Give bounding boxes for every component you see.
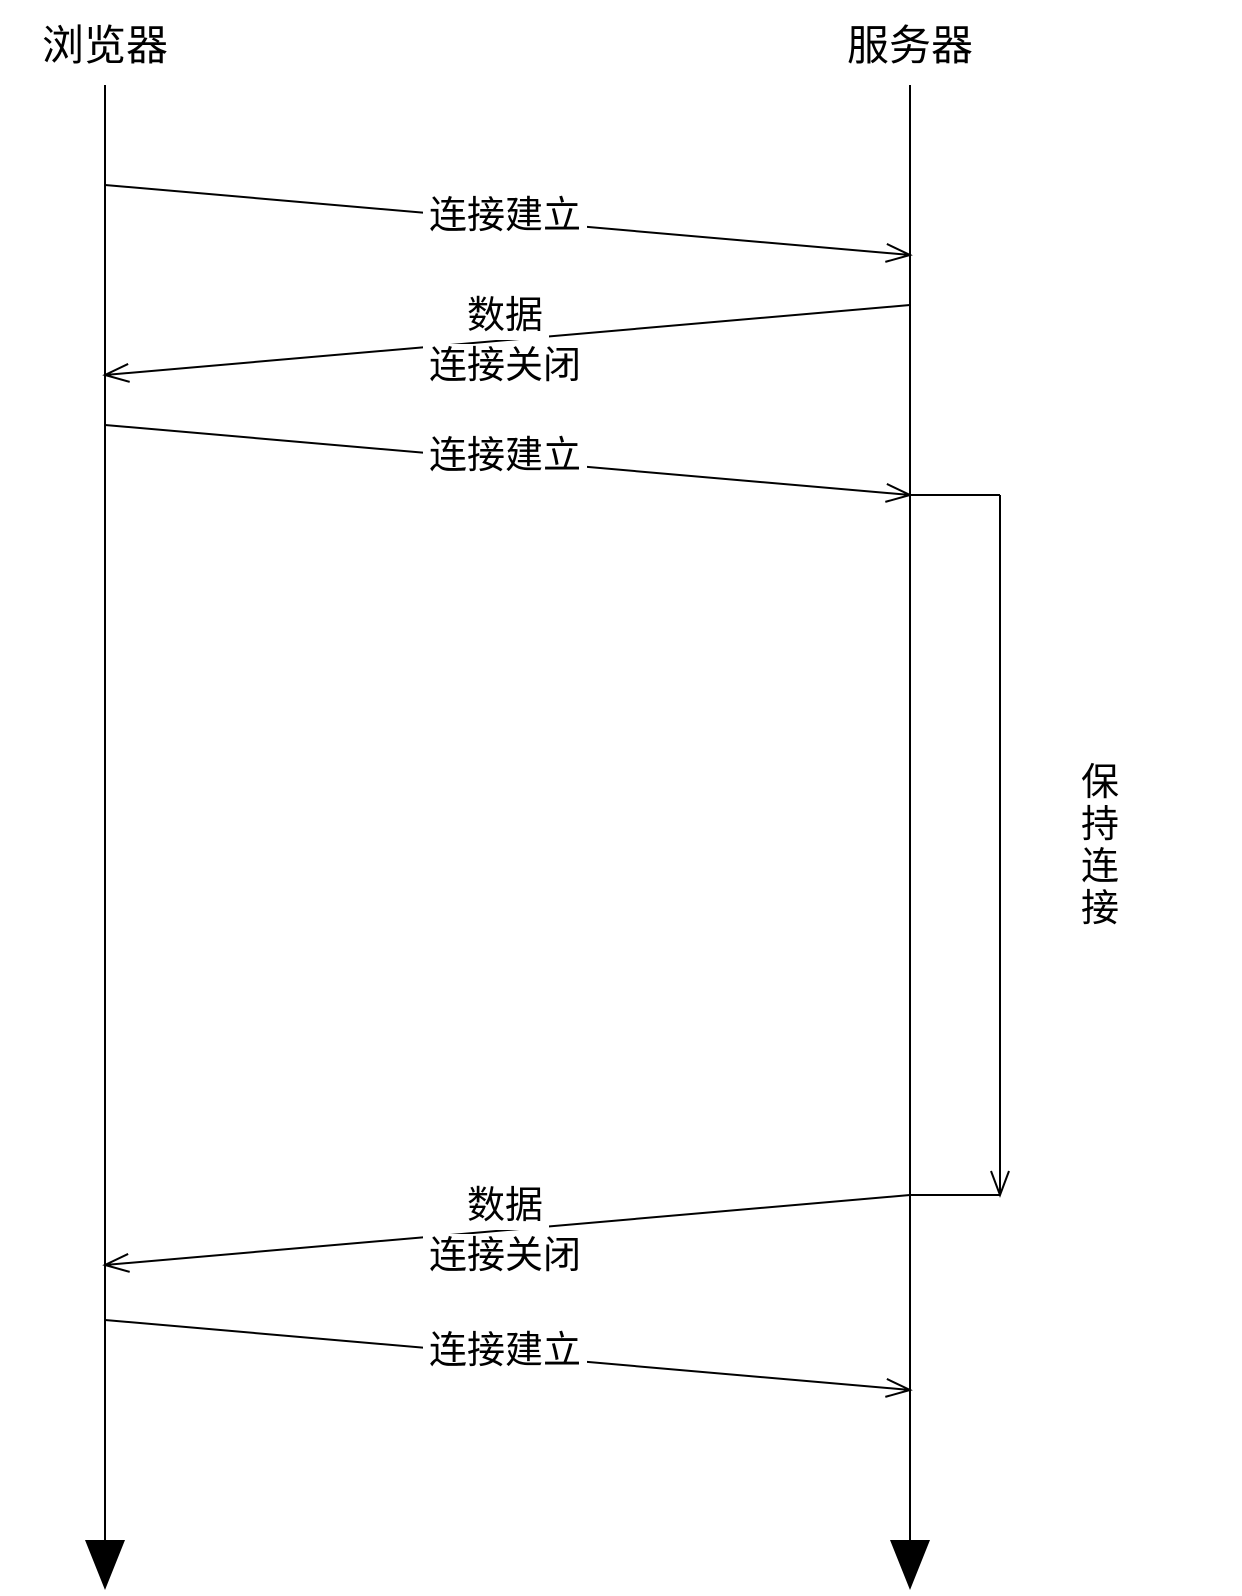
message-label-m2b: 连接关闭 — [429, 345, 581, 387]
message-label-m4b: 连接关闭 — [429, 1235, 581, 1277]
sequence-diagram: 浏览器服务器连接建立数据连接关闭连接建立数据连接关闭连接建立保持连接 — [0, 0, 1242, 1596]
bracket-label: 保 — [1081, 762, 1119, 804]
message-label-m5: 连接建立 — [429, 1330, 581, 1372]
message-label-m1: 连接建立 — [429, 195, 581, 237]
lifeline-end-arrow-server — [890, 1540, 930, 1590]
lifeline-end-arrow-browser — [85, 1540, 125, 1590]
message-label-m3: 连接建立 — [429, 435, 581, 477]
message-label-m2a: 数据 — [467, 295, 543, 337]
message-label-m4a: 数据 — [467, 1185, 543, 1227]
bracket-label: 接 — [1081, 888, 1119, 930]
lifeline-label-browser: 浏览器 — [42, 24, 168, 70]
lifeline-label-server: 服务器 — [847, 24, 973, 70]
bracket-label: 持 — [1081, 804, 1119, 846]
bracket-label: 连 — [1081, 846, 1119, 888]
